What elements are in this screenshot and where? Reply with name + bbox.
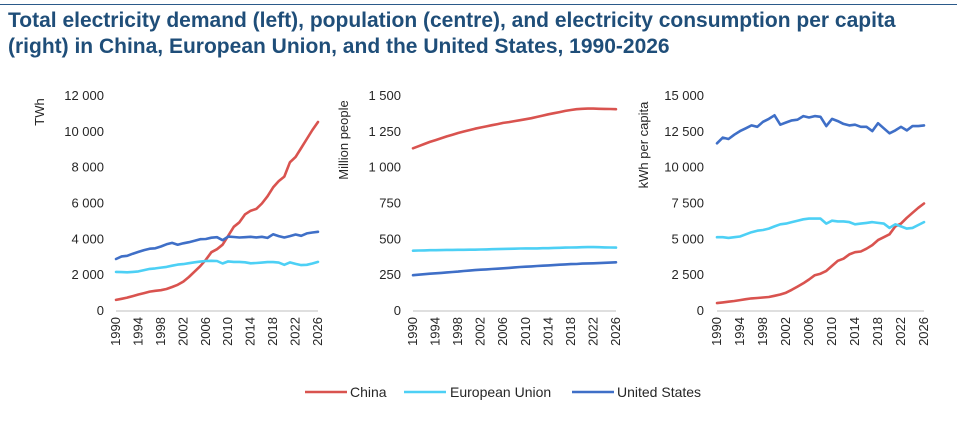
series-line-united-states [114, 230, 320, 261]
x-tick-label: 2014 [243, 317, 258, 346]
y-axis-title: Million people [336, 100, 351, 180]
y-tick-label: 1 500 [368, 88, 401, 103]
y-tick-label: 12 000 [64, 88, 104, 103]
x-tick-label: 2026 [916, 317, 931, 346]
y-tick-label: 5 000 [671, 231, 704, 246]
y-tick-label: 750 [379, 196, 401, 211]
y-tick-label: 2 000 [71, 267, 104, 282]
top-rule [0, 4, 957, 5]
y-tick-label: 12 500 [664, 124, 704, 139]
x-tick-label: 2010 [220, 317, 235, 346]
y-tick-label: 10 000 [664, 160, 704, 175]
y-tick-label: 15 000 [664, 88, 704, 103]
series-line-china [411, 107, 618, 150]
y-tick-label: 0 [394, 303, 401, 318]
y-tick-label: 2 500 [671, 267, 704, 282]
chart-panel-2: 0 250 500 750 1 000 1 250 1 500 Million people 1… [336, 88, 623, 346]
x-tick-label: 1994 [732, 317, 747, 346]
y-tick-label: 1 250 [368, 124, 401, 139]
series-line-china [715, 202, 926, 305]
x-tick-label: 2022 [893, 317, 908, 346]
x-tick-label: 2010 [518, 317, 533, 346]
y-tick-label: 4 000 [71, 231, 104, 246]
legend: China European Union United States [305, 384, 701, 400]
y-tick-label: 0 [697, 303, 704, 318]
x-tick-label: 1990 [108, 317, 123, 346]
figure-title: Total electricity demand (left), populat… [8, 9, 896, 58]
x-tick-label: 2010 [824, 317, 839, 346]
legend-item-united-states: United States [572, 384, 701, 400]
x-tick-label: 2022 [288, 317, 303, 346]
y-tick-label: 0 [97, 303, 104, 318]
x-tick-label: 2006 [495, 317, 510, 346]
x-tick-label: 2018 [265, 317, 280, 346]
x-tick-label: 1990 [709, 317, 724, 346]
series-line-united-states [715, 114, 926, 145]
x-tick-label: 2026 [608, 317, 623, 346]
series-line-european-union [715, 217, 926, 240]
x-tick-label: 2014 [540, 317, 555, 346]
x-tick-label: 1994 [428, 317, 443, 346]
y-axis-title: TWh [32, 98, 47, 125]
x-tick-label: 2018 [870, 317, 885, 346]
x-tick-label: 2006 [801, 317, 816, 346]
y-axis-title: kWh per capita [636, 101, 651, 188]
x-tick-label: 1998 [755, 317, 770, 346]
x-tick-label: 2026 [310, 317, 325, 346]
chart-panel-3: 0 2 500 5 000 7 500 10 000 12 500 15 000 kWh pe… [636, 88, 931, 346]
y-tick-label: 500 [379, 231, 401, 246]
legend-item-european-union: European Union [404, 384, 551, 400]
x-tick-label: 1998 [153, 317, 168, 346]
series-line-united-states [411, 260, 618, 277]
y-tick-label: 8 000 [71, 160, 104, 175]
x-tick-label: 1998 [450, 317, 465, 346]
x-tick-label: 1994 [130, 317, 145, 346]
x-tick-label: 2018 [563, 317, 578, 346]
series-line-european-union [411, 245, 618, 252]
x-tick-label: 1990 [405, 317, 420, 346]
y-tick-label: 250 [379, 267, 401, 282]
chart-panel-1: 0 2 000 4 000 6 000 8 000 10 000 12 000 TWh 1990… [32, 88, 325, 346]
y-tick-label: 6 000 [71, 196, 104, 211]
x-tick-label: 2022 [585, 317, 600, 346]
series-line-china [114, 120, 320, 302]
legend-item-china: China [305, 384, 387, 400]
legend-label: European Union [450, 384, 551, 400]
legend-label: China [350, 384, 387, 400]
x-tick-label: 2002 [175, 317, 190, 346]
y-tick-label: 10 000 [64, 124, 104, 139]
y-tick-label: 7 500 [671, 196, 704, 211]
x-tick-label: 2002 [473, 317, 488, 346]
x-tick-label: 2006 [198, 317, 213, 346]
x-tick-label: 2002 [778, 317, 793, 346]
x-tick-label: 2014 [847, 317, 862, 346]
y-tick-label: 1 000 [368, 160, 401, 175]
legend-label: United States [617, 384, 701, 400]
series-line-european-union [114, 259, 320, 274]
